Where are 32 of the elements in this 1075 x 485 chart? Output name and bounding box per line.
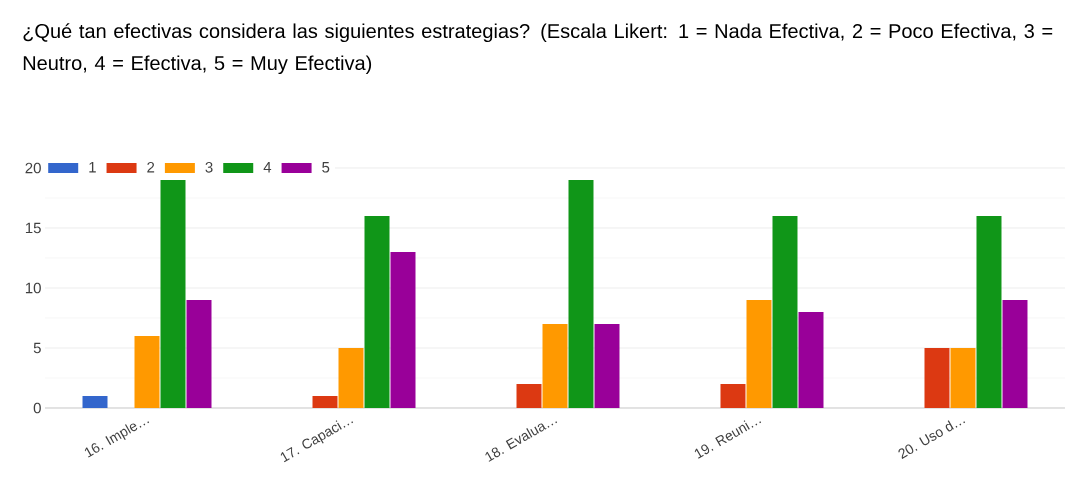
bar [924, 348, 950, 408]
bar [568, 180, 594, 408]
x-tick-label: 20. Uso d… [898, 420, 966, 459]
bar [186, 300, 212, 408]
bar [798, 312, 824, 408]
legend-label: 1 [89, 162, 96, 173]
y-tick-label: 0 [33, 402, 41, 414]
bar [542, 324, 568, 408]
bar [746, 300, 772, 408]
bar [1002, 300, 1028, 408]
bar [516, 384, 542, 408]
chart-title: ¿Qué tan efectivas considera las siguientes estrategias? (Escala Likert: 1 = Nada Efectiva, 2 = Poco Efectiva, 3 = Neutro, 4 = Efectiva, 5 = Muy Efectiva) [23, 23, 1053, 75]
y-tick-label: 20 [25, 162, 41, 174]
bar [160, 180, 186, 408]
bar [390, 252, 416, 408]
y-tick-label: 5 [33, 342, 41, 354]
bar [134, 336, 160, 408]
bar [594, 324, 620, 408]
y-tick-label: 10 [25, 282, 41, 294]
bar [976, 216, 1002, 408]
bar [950, 348, 976, 408]
bar [82, 396, 108, 408]
bar [772, 216, 798, 408]
bar [364, 216, 390, 408]
bar [338, 348, 364, 408]
legend-label: 3 [205, 162, 213, 173]
legend-label: 5 [322, 162, 330, 173]
legend-label: 2 [147, 162, 155, 173]
y-tick-label: 15 [25, 222, 41, 234]
bar [312, 396, 338, 408]
legend-label: 4 [263, 162, 272, 173]
bar [720, 384, 746, 408]
